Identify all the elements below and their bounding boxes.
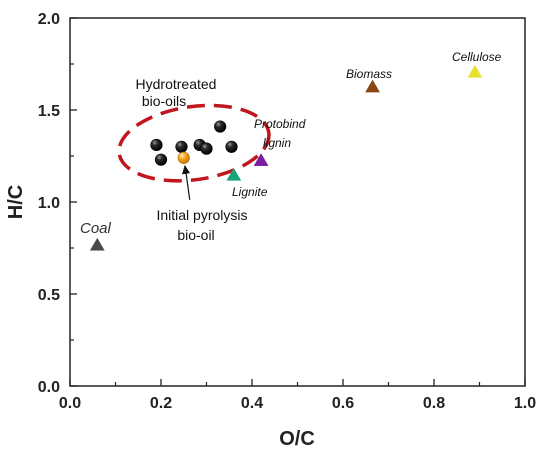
y-tick-label: 0.5 [38,287,60,304]
label-protobind-line2: lignin [263,136,291,150]
label-initial-line2: bio-oil [177,227,214,243]
reference-triangle-point [365,79,381,93]
reference-triangle-point [226,167,242,181]
y-axis-title: H/C [5,185,27,219]
label-coal: Coal [80,220,112,237]
x-tick-label: 1.0 [514,395,536,412]
hydrotreated-point [200,142,213,155]
hydrotreated-point [154,153,168,166]
y-tick-label: 1.0 [38,195,60,212]
initial-pyrolysis-arrow [185,170,191,200]
y-tick-label: 1.5 [38,103,60,120]
x-tick-label: 0.0 [59,395,81,412]
label-initial-line1: Initial pyrolysis [156,207,247,223]
tick-labels: 0.0 0.2 0.4 0.6 0.8 1.0 0.0 0.5 1.0 1.5 2.0 [38,11,536,412]
axis-ticks [69,17,526,387]
reference-triangle-point [89,237,105,251]
x-tick-label: 0.8 [423,395,445,412]
hydrotreated-point [214,120,227,133]
label-biomass: Biomass [346,67,392,81]
label-protobind-line1: Protobind [254,117,306,131]
y-tick-label: 0.0 [38,379,60,396]
hydrotreated-highlight-ellipse [117,103,271,183]
hydrotreated-point [225,140,238,153]
label-lignite: Lignite [232,185,268,199]
reference-triangle-point [253,153,269,166]
initial-pyrolysis-arrowhead [182,164,190,175]
x-tick-label: 0.2 [150,395,172,412]
hydrotreated-point [150,138,163,152]
label-hydrotreated-line2: bio-oils [142,93,186,109]
x-axis-title: O/C [279,428,315,450]
reference-triangle-point [467,64,483,78]
initial-pyrolysis-point [177,151,190,164]
x-tick-label: 0.6 [332,395,354,412]
hydrotreated-point [175,140,188,153]
plot-frame [69,17,526,387]
label-hydrotreated-line1: Hydrotreated [136,76,217,92]
x-tick-label: 0.4 [241,395,263,412]
label-cellulose: Cellulose [452,50,502,64]
y-tick-label: 2.0 [38,11,60,28]
data-points [89,64,483,251]
